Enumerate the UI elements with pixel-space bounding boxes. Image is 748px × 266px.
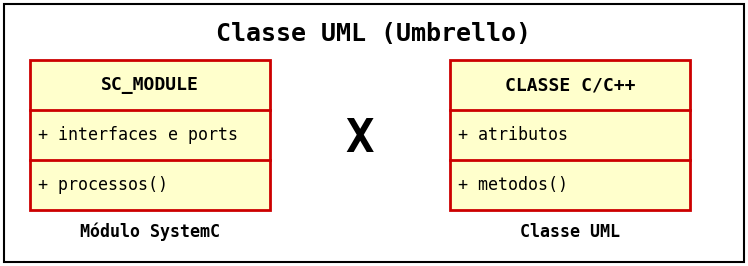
- Text: + processos(): + processos(): [38, 176, 168, 194]
- Text: SC_MODULE: SC_MODULE: [101, 76, 199, 94]
- Text: Classe UML: Classe UML: [520, 223, 620, 241]
- Text: CLASSE C/C++: CLASSE C/C++: [505, 76, 635, 94]
- Text: + metodos(): + metodos(): [458, 176, 568, 194]
- Text: Classe UML (Umbrello): Classe UML (Umbrello): [216, 22, 532, 46]
- Text: + interfaces e ports: + interfaces e ports: [38, 126, 238, 144]
- Text: X: X: [346, 118, 374, 163]
- Bar: [450, 60, 690, 210]
- Text: + atributos: + atributos: [458, 126, 568, 144]
- Bar: [30, 60, 270, 210]
- Text: Módulo SystemC: Módulo SystemC: [80, 223, 220, 241]
